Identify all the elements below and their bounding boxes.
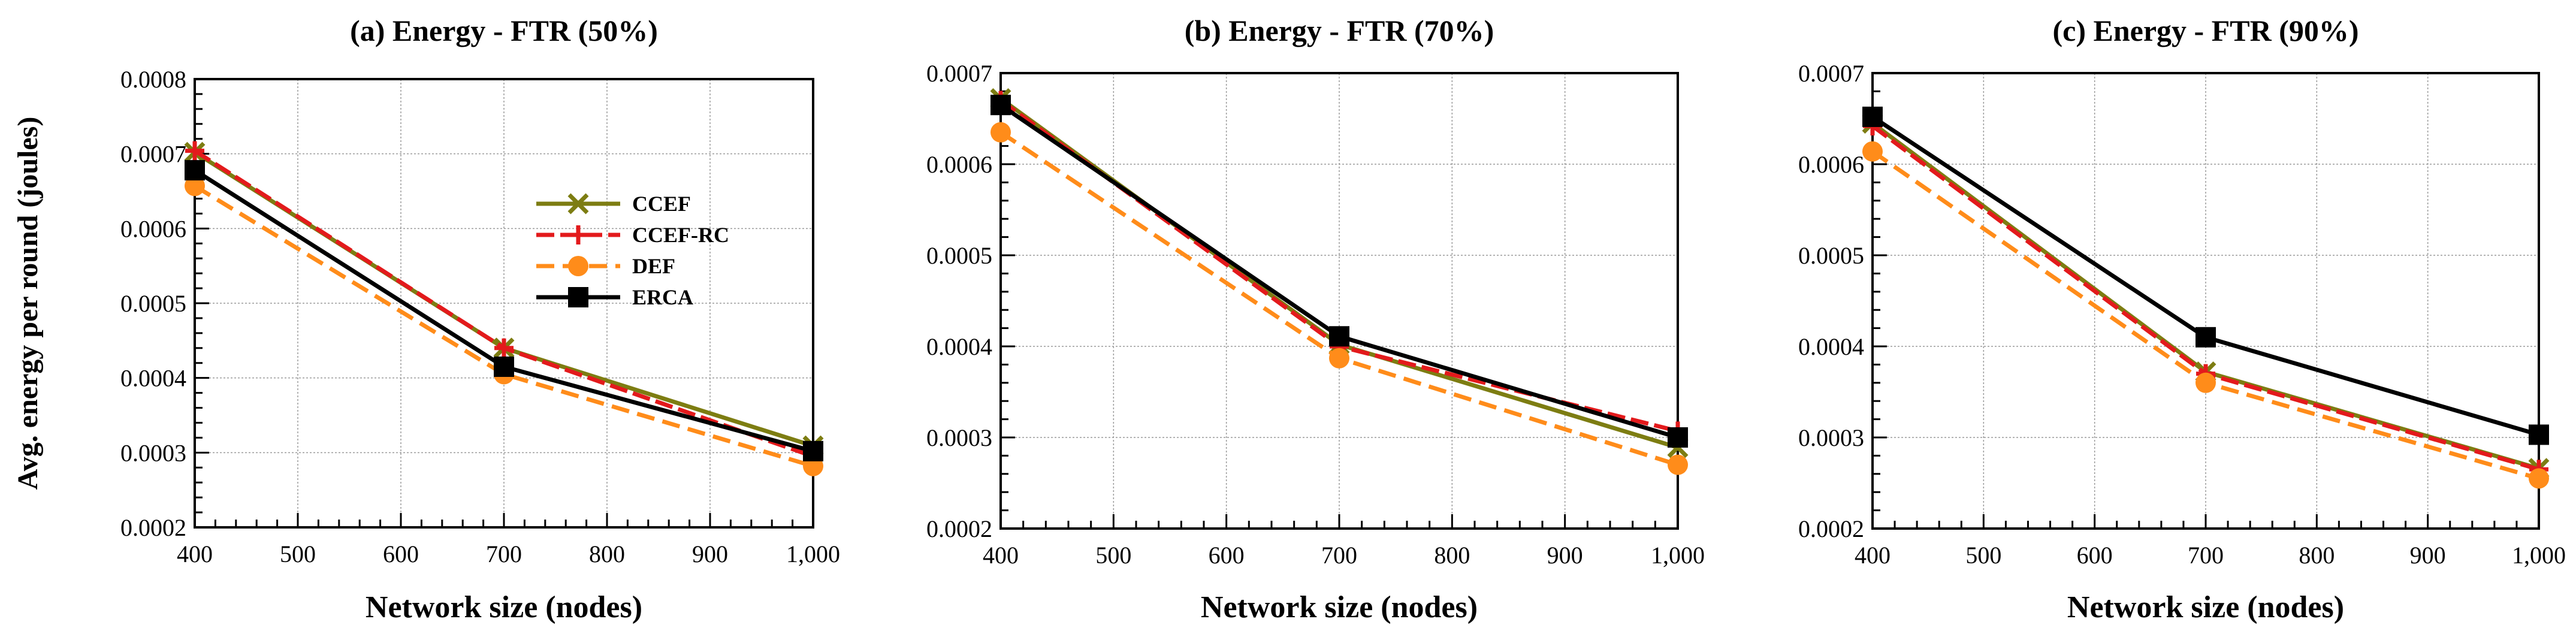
y-tick-label: 0.0002 [120,514,186,541]
series-erca [1862,106,2549,445]
series-erca [185,160,823,461]
legend-marker [568,287,588,307]
data-point [2529,468,2549,489]
data-point [494,356,514,377]
data-point [1329,326,1349,347]
y-tick-label: 0.0004 [120,365,186,392]
chart-title: (a) Energy - FTR (50%) [350,14,658,47]
y-axis-label: Avg. energy per round (joules) [12,117,44,490]
series-line [999,96,1679,450]
x-tick-label: 800 [1434,542,1470,569]
series-erca [990,95,1688,448]
y-tick-label: 0.0004 [1798,333,1864,360]
legend-marker [568,256,588,276]
y-tick-label: 0.0005 [1798,242,1864,269]
x-tick-label: 700 [1321,542,1357,569]
x-tick-label: 600 [2077,542,2113,569]
x-tick-label: 900 [1547,542,1583,569]
x-tick-label: 600 [383,541,419,567]
series-def [1862,141,2549,489]
data-point [1668,454,1688,475]
y-tick-label: 0.0007 [120,141,186,168]
x-tick-label: 700 [2188,542,2224,569]
x-tick-label: 1,000 [786,541,840,567]
data-point [1862,141,1883,162]
data-point [1329,348,1349,369]
data-point [990,95,1011,116]
x-axis-label: Network size (nodes) [366,590,642,624]
y-tick-label: 0.0007 [1798,60,1864,87]
series-def [990,122,1688,475]
legend-marker [569,225,588,244]
plot-frame [999,72,1679,530]
chart-panel-2: 400 500 600 700 800 900 1,000 0.0002 0.0003 0.000… [926,14,1705,624]
x-axis-label: Network size (nodes) [2067,590,2344,624]
plot-frame [1871,72,2540,530]
chart-panel-1: 400 500 600 700 800 900 1,000 0.0002 0.0003 0.000… [12,14,840,624]
data-point [494,338,514,358]
series-ccef-rc [991,90,1687,441]
y-tick-label: 0.0005 [926,242,992,269]
legend-label: ERCA [632,285,693,309]
x-tick-label: 800 [2299,542,2335,569]
x-tick-label: 500 [1095,542,1131,569]
legend-label: DEF [632,254,675,278]
data-point [2196,327,2216,348]
data-point [2529,424,2549,445]
y-tick-label: 0.0006 [120,215,186,242]
x-tick-label: 500 [280,541,316,567]
legend-label: CCEF-RC [632,223,729,247]
plot-frame [194,78,814,529]
x-tick-label: 800 [589,541,625,567]
y-tick-label: 0.0003 [926,424,992,451]
x-tick-label: 700 [486,541,522,567]
data-point [2196,372,2216,393]
chart-title: (c) Energy - FTR (90%) [2053,14,2359,47]
x-tick-label: 1,000 [1651,542,1705,569]
chart-panel-3: 400 500 600 700 800 900 1,000 0.0002 0.0003 0.000… [1798,14,2566,624]
data-point [1668,427,1688,448]
y-tick-label: 0.0005 [120,290,186,317]
y-tick-label: 0.0004 [926,333,992,360]
chart-title: (b) Energy - FTR (70%) [1185,14,1494,47]
y-tick-label: 0.0006 [926,151,992,178]
x-axis-label: Network size (nodes) [1201,590,1478,624]
y-tick-label: 0.0002 [1798,515,1864,542]
data-point [1862,106,1883,127]
data-point [803,440,823,461]
y-tick-label: 0.0003 [1798,424,1864,451]
y-tick-label: 0.0008 [120,66,186,93]
legend-marker [567,193,589,215]
x-tick-label: 1,000 [2512,542,2566,569]
legend: CCEF CCEF-RC DEF ERCA [536,192,729,309]
data-point [185,176,205,197]
x-tick-label: 500 [1965,542,2001,569]
y-tick-label: 0.0006 [1798,151,1864,178]
x-tick-label: 900 [692,541,728,567]
y-tick-label: 0.0002 [926,515,992,542]
x-tick-label: 600 [1209,542,1245,569]
y-tick-label: 0.0003 [120,439,186,466]
series-line [194,184,814,469]
x-tick-label: 400 [177,541,213,567]
data-point [185,141,204,161]
x-tick-label: 900 [2410,542,2446,569]
legend-label: CCEF [632,192,691,216]
x-tick-label: 400 [983,542,1019,569]
x-tick-label: 400 [1855,542,1891,569]
data-point [185,160,205,181]
data-point [990,122,1011,143]
y-tick-label: 0.0007 [926,60,992,87]
